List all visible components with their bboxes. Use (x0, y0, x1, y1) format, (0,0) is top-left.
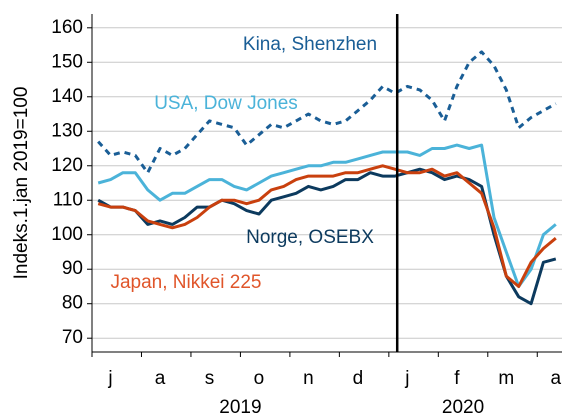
y-tick-label: 140 (51, 86, 83, 107)
series-line (97, 164, 557, 288)
legend-label: USA, Dow Jones (154, 93, 298, 114)
x-tick-label: m (498, 368, 514, 389)
series-line (97, 50, 557, 175)
x-tick-label: j (404, 368, 409, 389)
y-tick-label: 80 (62, 293, 83, 314)
x-tick-label: j (107, 368, 112, 389)
legend-label: Kina, Shenzhen (243, 34, 377, 55)
y-tick-label: 120 (51, 155, 83, 176)
x-tick-label: a (155, 368, 166, 389)
series-line (97, 143, 557, 288)
x-tick-label: f (454, 368, 460, 389)
year-label: 2020 (442, 397, 484, 416)
x-tick-label: d (353, 368, 364, 389)
legend-label: Norge, OSEBX (246, 227, 374, 248)
y-tick-label: 110 (53, 189, 83, 210)
y-tick-label: 160 (51, 17, 83, 38)
y-tick-label: 90 (62, 258, 83, 279)
y-axis-label: Indeks.1.jan 2019=100 (11, 87, 32, 280)
y-tick-label: 100 (51, 224, 83, 245)
y-tick-label: 150 (51, 51, 83, 72)
y-tick-label: 70 (62, 327, 83, 348)
x-tick-label: a (551, 368, 562, 389)
series-line (97, 167, 557, 306)
legend-label: Japan, Nikkei 225 (110, 272, 261, 293)
x-tick-label: n (303, 368, 314, 389)
x-tick-label: s (205, 368, 215, 389)
year-label: 2019 (219, 397, 261, 416)
x-tick-label: o (254, 368, 265, 389)
y-tick-label: 130 (51, 120, 83, 141)
